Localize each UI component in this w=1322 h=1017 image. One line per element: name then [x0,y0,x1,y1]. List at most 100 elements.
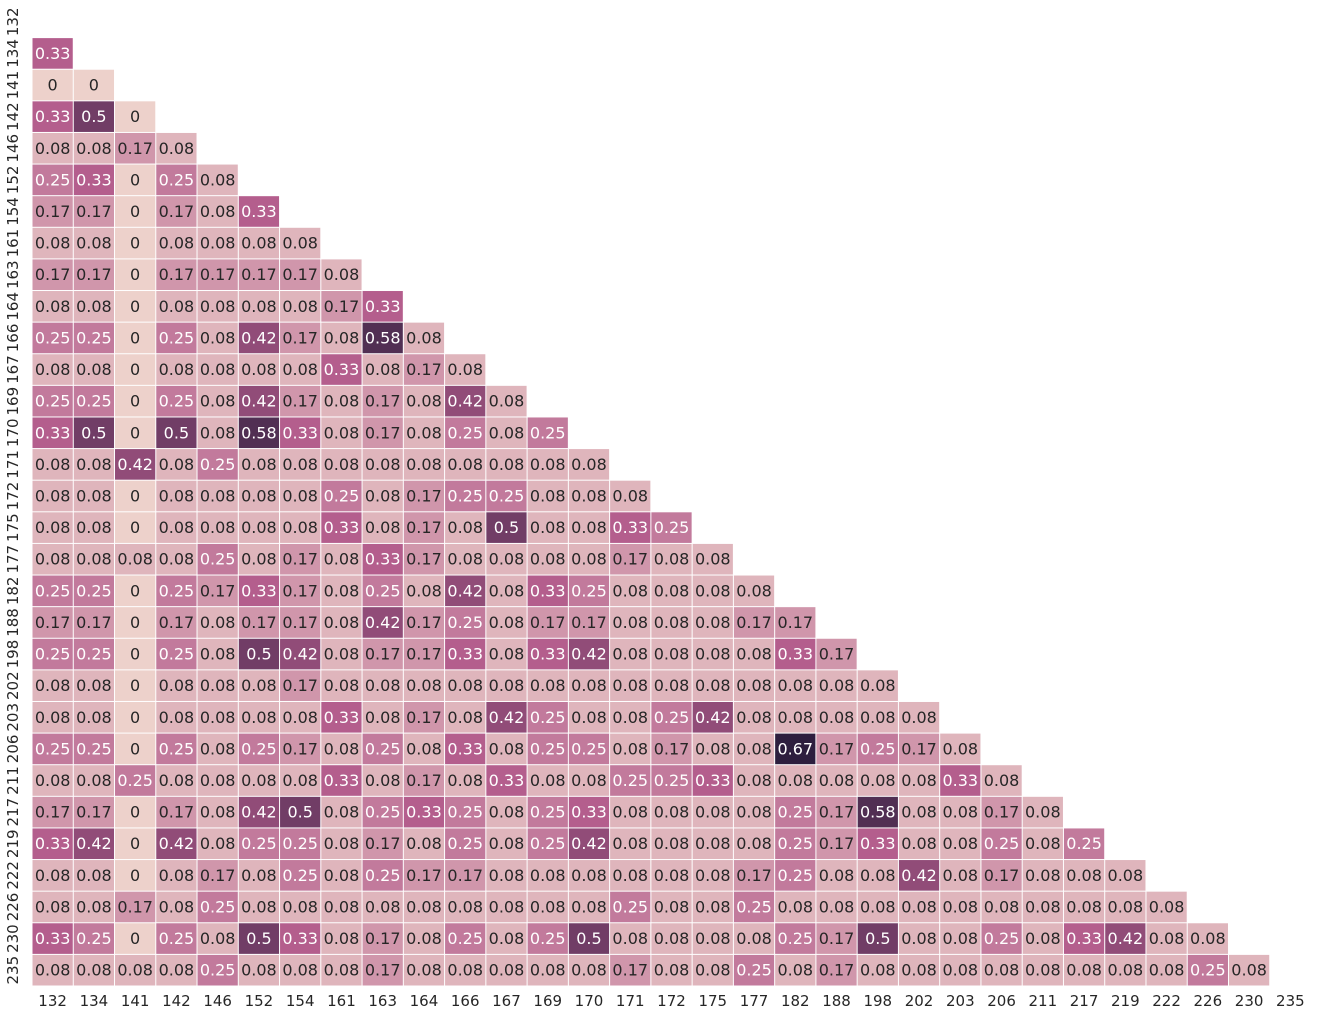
x-tick-label: 182 [781,992,810,1010]
cell-value-label: 0.08 [76,234,112,253]
cell-value-label: 0.25 [159,170,195,189]
cell-value-label: 0.33 [35,834,71,853]
heatmap-cell [486,670,527,701]
heatmap-cell [32,101,73,132]
heatmap-cell [321,923,362,954]
y-tick-label: 164 [4,292,22,321]
cell-value-label: 0 [130,202,140,221]
heatmap-cell [527,417,568,449]
cell-value-label: 0.08 [200,518,236,537]
heatmap-cell [610,543,651,575]
cell-value-label: 0.25 [35,392,71,411]
cell-value-label: 0.25 [777,834,813,853]
heatmap-cell [115,227,156,259]
heatmap-cell [486,575,527,607]
heatmap-cell [32,322,73,354]
heatmap-cell [816,638,857,670]
y-tick-label: 206 [4,735,22,764]
cell-value-label: 0.08 [736,581,772,600]
heatmap-cell [692,860,733,891]
cell-value-label: 0.08 [942,866,978,885]
cell-value-label: 0.25 [365,866,401,885]
heatmap-cell [321,860,362,891]
heatmap-cell [1146,923,1187,954]
heatmap-cell [197,480,238,512]
cell-value-label: 0.17 [654,739,690,758]
cell-value-label: 0.08 [35,866,71,885]
heatmap-cell [156,385,197,417]
heatmap-cell [280,322,321,354]
heatmap-cell [940,954,981,986]
cell-value-label: 0.17 [365,423,401,442]
y-tick-label: 161 [4,229,22,258]
cell-value-label: 0.25 [530,423,566,442]
cell-value-label: 0.08 [860,961,896,980]
cell-value-label: 0.08 [612,676,648,695]
y-tick-label: 171 [4,450,22,479]
cell-value-label: 0.08 [984,897,1020,916]
cell-value-label: 0.17 [282,328,318,347]
heatmap-cell [73,923,115,954]
heatmap-cell [527,512,568,543]
cell-value-label: 0.42 [241,803,277,822]
heatmap-cell [403,828,445,860]
heatmap-cell [32,354,73,385]
cell-value-label: 0.17 [282,676,318,695]
cell-value-label: 0.33 [241,581,277,600]
cell-value-label: 0.08 [736,739,772,758]
heatmap-cell [403,354,445,385]
cell-value-label: 0.17 [282,550,318,569]
heatmap-cell [857,765,898,796]
cell-value-label: 0.25 [612,897,648,916]
heatmap-cell [115,638,156,670]
cell-value-label: 0.58 [860,803,896,822]
heatmap-cell [981,891,1022,923]
cell-value-label: 0.08 [159,866,195,885]
heatmap-cell [362,512,403,543]
cell-value-label: 0.08 [241,234,277,253]
heatmap-cell [280,575,321,607]
cell-value-label: 0.08 [1066,961,1102,980]
y-tick-label: 219 [4,829,22,858]
heatmap-cell [73,291,115,322]
x-tick-label: 167 [492,992,521,1010]
heatmap-cell [362,923,403,954]
heatmap-cell [115,828,156,860]
cell-value-label: 0.08 [571,550,607,569]
heatmap-cell [568,796,610,828]
heatmap-cell [445,796,486,828]
y-tick-label: 142 [4,102,22,131]
cell-value-label: 0.08 [35,550,71,569]
cell-value-label: 0.17 [406,708,442,727]
cell-value-label: 0.08 [612,645,648,664]
cell-value-label: 0.08 [200,803,236,822]
cell-value-label: 0.5 [246,929,271,948]
cell-value-label: 0.5 [287,803,312,822]
y-tick-label: 235 [4,956,22,985]
cell-value-label: 0.33 [406,803,442,822]
cell-value-label: 0.08 [76,360,112,379]
heatmap-cell [568,701,610,733]
cell-value-label: 0 [130,297,140,316]
heatmap-cell [32,954,73,986]
heatmap-cell [610,480,651,512]
heatmap-cell [362,828,403,860]
heatmap-cell [816,765,857,796]
heatmap-cell [898,765,940,796]
cell-value-label: 0.08 [489,834,525,853]
heatmap-cell [610,828,651,860]
cell-value-label: 0.25 [159,581,195,600]
cell-value-label: 0.08 [777,961,813,980]
cell-value-label: 0.08 [324,392,360,411]
cell-value-label: 0.08 [489,866,525,885]
heatmap-cell [486,701,527,733]
cell-value-label: 0.08 [530,455,566,474]
heatmap-cell [486,923,527,954]
heatmap-cell [486,954,527,986]
heatmap-cell [238,449,280,480]
cell-value-label: 0.08 [695,645,731,664]
cell-value-label: 0.33 [282,423,318,442]
heatmap-cell [156,638,197,670]
cell-value-label: 0.08 [571,771,607,790]
heatmap-cell [857,796,898,828]
